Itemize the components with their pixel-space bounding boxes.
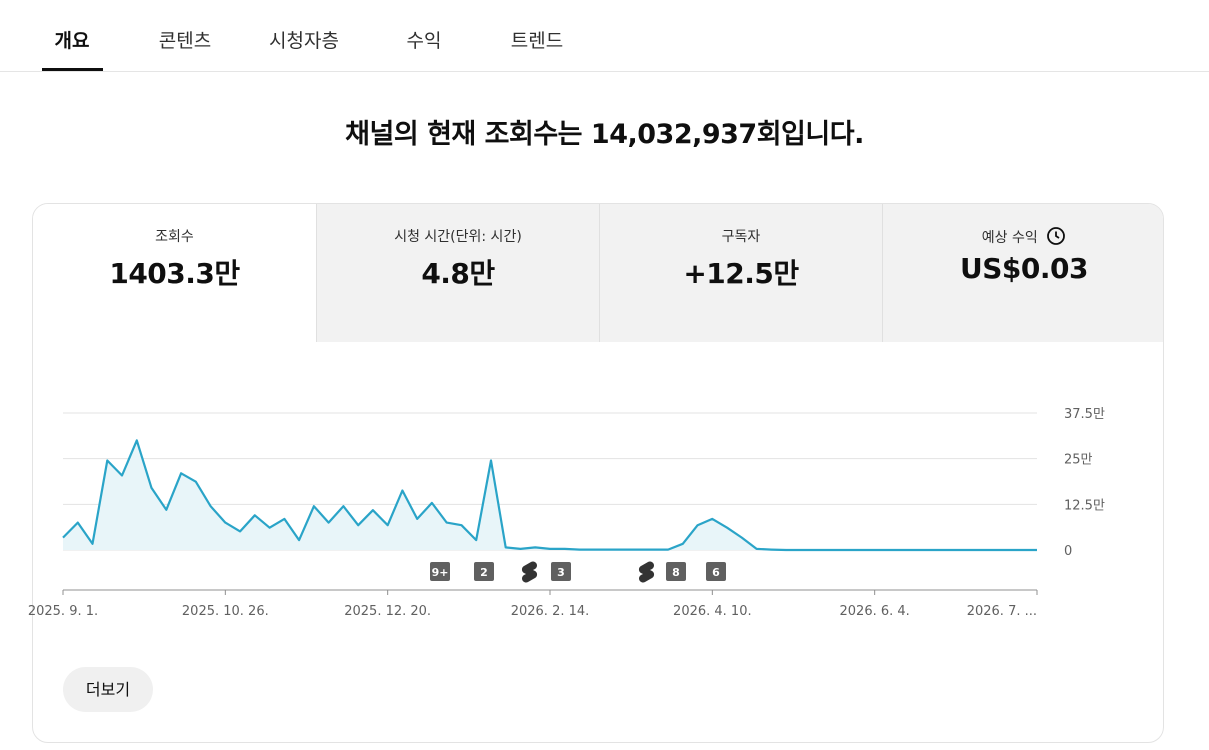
video-marker: 2 [474, 562, 494, 581]
y-tick-label: 0 [1064, 544, 1072, 559]
metric-label: 조회수 [155, 229, 194, 245]
x-tick-label: 2026. 2. 14. [511, 604, 590, 619]
marker-label: 8 [672, 566, 680, 579]
marker-label: 6 [712, 566, 720, 579]
metric-label: 예상 수익 [883, 226, 1163, 247]
analytics-card: 조회수 1403.3만 시청 시간(단위: 시간) 4.8만 구독자 +12.5… [32, 203, 1164, 743]
more-button[interactable]: 더보기 [63, 667, 153, 712]
metric-label: 시청 시간(단위: 시간) [394, 229, 522, 245]
marker-badge [551, 562, 571, 581]
metric-tab[interactable]: 구독자 +12.5만 [599, 204, 882, 342]
marker-label: 3 [557, 566, 565, 579]
tab[interactable]: 개요 [54, 30, 90, 52]
metric-label: 구독자 [721, 229, 761, 245]
video-marker: 3 [551, 562, 571, 581]
video-marker: 6 [706, 562, 726, 581]
metric-tab[interactable]: 조회수 1403.3만 [33, 204, 316, 342]
video-marker: 8 [666, 562, 686, 581]
video-marker: 9+ [430, 562, 450, 581]
metric-label-text: 예상 수익 [981, 230, 1038, 246]
tab[interactable]: 시청자층 [269, 30, 339, 52]
headline: 채널의 현재 조회수는 14,032,937회입니다. [345, 119, 864, 150]
tab[interactable]: 트렌드 [510, 30, 564, 52]
marker-label: 2 [480, 566, 488, 579]
tab-underline [42, 68, 103, 71]
area [63, 440, 1037, 550]
marker-badge [666, 562, 686, 581]
x-tick-label: 2026. 4. 10. [673, 604, 752, 619]
shorts-icon [638, 561, 655, 583]
metric-tab[interactable]: 예상 수익 US$0.03 [882, 204, 1163, 342]
marker-badge [706, 562, 726, 581]
metric-value: +12.5만 [683, 257, 799, 290]
y-tick-label: 37.5만 [1064, 407, 1105, 422]
tab[interactable]: 콘텐츠 [158, 30, 212, 52]
metric-value: 1403.3만 [109, 257, 240, 290]
marker-badge [474, 562, 494, 581]
clock-icon [1047, 227, 1066, 245]
metric-value: 4.8만 [421, 257, 495, 290]
x-tick-label: 2026. 7. ... [967, 604, 1037, 619]
marker-label: 9+ [432, 566, 449, 579]
marker-badge [430, 562, 450, 581]
tab[interactable]: 수익 [406, 30, 442, 52]
y-tick-label: 12.5만 [1064, 498, 1105, 513]
x-tick-label: 2025. 10. 26. [182, 604, 269, 619]
x-tick-label: 2025. 9. 1. [28, 604, 98, 619]
metric-tab[interactable]: 시청 시간(단위: 시간) 4.8만 [316, 204, 599, 342]
tab-bar: 개요 콘텐츠 시청자층 수익 트렌드 [0, 0, 1209, 72]
shorts-icon [521, 561, 538, 583]
line [62, 439, 1037, 552]
y-tick-label: 25만 [1064, 453, 1093, 468]
metric-value: US$0.03 [960, 252, 1088, 285]
x-tick-label: 2025. 12. 20. [344, 604, 431, 619]
x-tick-label: 2026. 6. 4. [840, 604, 910, 619]
